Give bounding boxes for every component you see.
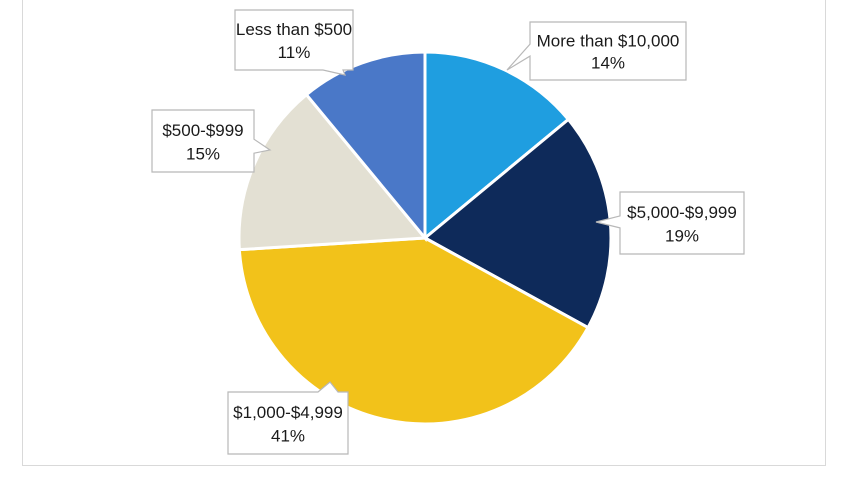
pie-slice [423, 50, 571, 242]
slice-callout: Less than $500 11% [234, 9, 354, 76]
slice-percent-label: 11% [278, 43, 311, 62]
slice-callout: More than $10,000 14% [506, 21, 687, 81]
callout-box [506, 21, 687, 81]
slice-percent-label: 14% [591, 53, 625, 72]
callout-box [151, 109, 272, 173]
slice-callout: $1,000-$4,999 41% [227, 381, 349, 455]
slice-label: $1,000-$4,999 [233, 403, 343, 422]
slice-callout: $500-$999 15% [151, 109, 272, 173]
slice-label: Less than $500 [236, 20, 352, 39]
slice-percent-label: 15% [186, 145, 220, 164]
pie-slice [237, 236, 591, 426]
callout-box [227, 381, 349, 455]
slice-label: More than $10,000 [537, 31, 680, 50]
pie-callouts: More than $10,000 14% $5,000-$9,999 19% $1,0… [151, 9, 745, 455]
slice-percent-label: 19% [665, 227, 699, 246]
pie-slices [237, 50, 613, 426]
callout-box [595, 191, 745, 255]
callout-box [234, 9, 354, 76]
slice-callout: $5,000-$9,999 19% [595, 191, 745, 255]
slice-percent-label: 41% [271, 427, 305, 446]
slice-label: $500-$999 [162, 121, 243, 140]
pie-slice [304, 50, 427, 243]
slice-label: $5,000-$9,999 [627, 203, 737, 222]
